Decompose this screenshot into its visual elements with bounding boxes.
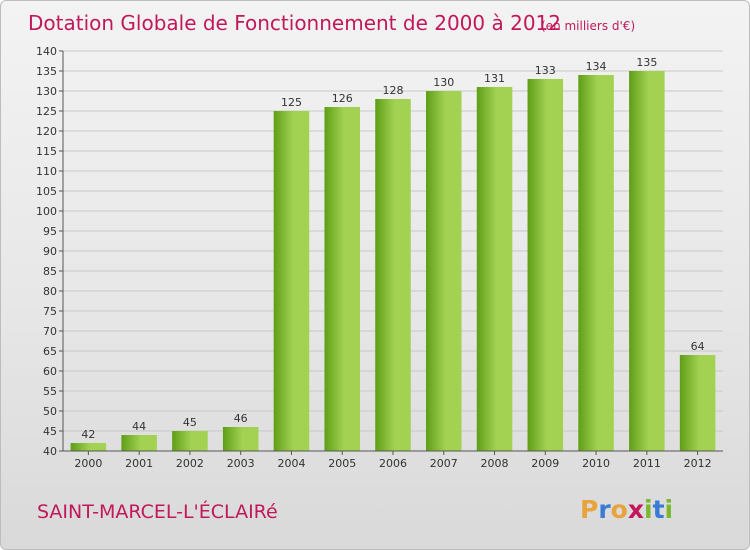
bar-2002[interactable] bbox=[172, 431, 208, 451]
y-tick-label: 75 bbox=[43, 305, 57, 318]
logo-letter: o bbox=[611, 495, 628, 524]
bar-2004[interactable] bbox=[273, 111, 310, 451]
logo-letter: i bbox=[644, 495, 653, 524]
x-tick-label-2005: 2005 bbox=[328, 457, 356, 470]
chart-title: Dotation Globale de Fonctionnement de 20… bbox=[28, 11, 561, 35]
y-tick-label: 80 bbox=[43, 285, 57, 298]
x-tick-label-2010: 2010 bbox=[582, 457, 610, 470]
y-tick-label: 55 bbox=[43, 385, 57, 398]
y-tick-label: 140 bbox=[36, 45, 57, 58]
value-label-2004: 125 bbox=[281, 96, 302, 109]
y-tick-label: 120 bbox=[36, 125, 57, 138]
value-label-2003: 46 bbox=[234, 412, 248, 425]
chart-unit: (en milliers d'€) bbox=[541, 19, 635, 33]
y-tick-label: 50 bbox=[43, 405, 57, 418]
y-tick-label: 60 bbox=[43, 365, 57, 378]
value-label-2007: 130 bbox=[433, 76, 454, 89]
bar-2000[interactable] bbox=[70, 443, 107, 451]
x-tick-label-2003: 2003 bbox=[227, 457, 255, 470]
value-label-2001: 44 bbox=[132, 420, 146, 433]
y-tick-label: 115 bbox=[36, 145, 57, 158]
bar-2008[interactable] bbox=[476, 87, 513, 451]
bar-2003[interactable] bbox=[222, 427, 259, 451]
bar-2009[interactable] bbox=[527, 79, 564, 451]
bars: 42 44 45 46 125 126 128 130 131 133 134 135 64 bbox=[70, 56, 716, 451]
bar-2007[interactable] bbox=[426, 91, 462, 451]
value-label-2008: 131 bbox=[484, 72, 505, 85]
y-tick-label: 40 bbox=[43, 445, 57, 458]
bar-2005[interactable] bbox=[324, 107, 360, 451]
y-tick-label: 95 bbox=[43, 225, 57, 238]
y-tick-label: 135 bbox=[36, 65, 57, 78]
y-tick-label: 45 bbox=[43, 425, 57, 438]
x-tick-label-2001: 2001 bbox=[125, 457, 153, 470]
value-label-2006: 128 bbox=[383, 84, 404, 97]
bar-2010[interactable] bbox=[578, 75, 614, 451]
y-tick-label: 105 bbox=[36, 185, 57, 198]
x-tick-label-2008: 2008 bbox=[481, 457, 509, 470]
y-tick-label: 90 bbox=[43, 245, 57, 258]
value-label-2012: 64 bbox=[691, 340, 705, 353]
x-tick-label-2002: 2002 bbox=[176, 457, 204, 470]
x-tick-label-2000: 2000 bbox=[74, 457, 102, 470]
y-tick-label: 110 bbox=[36, 165, 57, 178]
x-tick-label-2011: 2011 bbox=[633, 457, 661, 470]
town-name: SAINT-MARCEL-L'ÉCLAIRé bbox=[37, 500, 278, 523]
value-label-2000: 42 bbox=[81, 428, 95, 441]
y-tick-label: 70 bbox=[43, 325, 57, 338]
x-tick-label-2004: 2004 bbox=[277, 457, 305, 470]
value-label-2010: 134 bbox=[586, 60, 607, 73]
value-label-2005: 126 bbox=[332, 92, 353, 105]
bar-2012[interactable] bbox=[679, 355, 716, 451]
logo-letter: i bbox=[665, 495, 674, 524]
y-tick-label: 130 bbox=[36, 85, 57, 98]
x-tick-label-2007: 2007 bbox=[430, 457, 458, 470]
y-tick-label: 100 bbox=[36, 205, 57, 218]
logo-letter: x bbox=[628, 495, 644, 524]
x-tick-label-2009: 2009 bbox=[531, 457, 559, 470]
y-tick-label: 85 bbox=[43, 265, 57, 278]
x-tick-label-2012: 2012 bbox=[684, 457, 712, 470]
value-label-2002: 45 bbox=[183, 416, 197, 429]
y-tick-label: 65 bbox=[43, 345, 57, 358]
bar-2006[interactable] bbox=[375, 99, 411, 451]
value-label-2009: 133 bbox=[535, 64, 556, 77]
proxiti-logo[interactable]: Proxiti bbox=[580, 495, 673, 524]
y-tick-label: 125 bbox=[36, 105, 57, 118]
bar-2001[interactable] bbox=[121, 435, 157, 451]
value-label-2011: 135 bbox=[636, 56, 657, 69]
bar-2011[interactable] bbox=[629, 71, 665, 451]
logo-letter: P bbox=[580, 495, 598, 524]
logo-letter: r bbox=[598, 495, 611, 524]
axes: 40 45 50 55 60 65 70 75 80 85 90 95 100 105 110 115 120 1… bbox=[36, 45, 723, 470]
logo-letter: t bbox=[653, 495, 665, 524]
x-tick-label-2006: 2006 bbox=[379, 457, 407, 470]
